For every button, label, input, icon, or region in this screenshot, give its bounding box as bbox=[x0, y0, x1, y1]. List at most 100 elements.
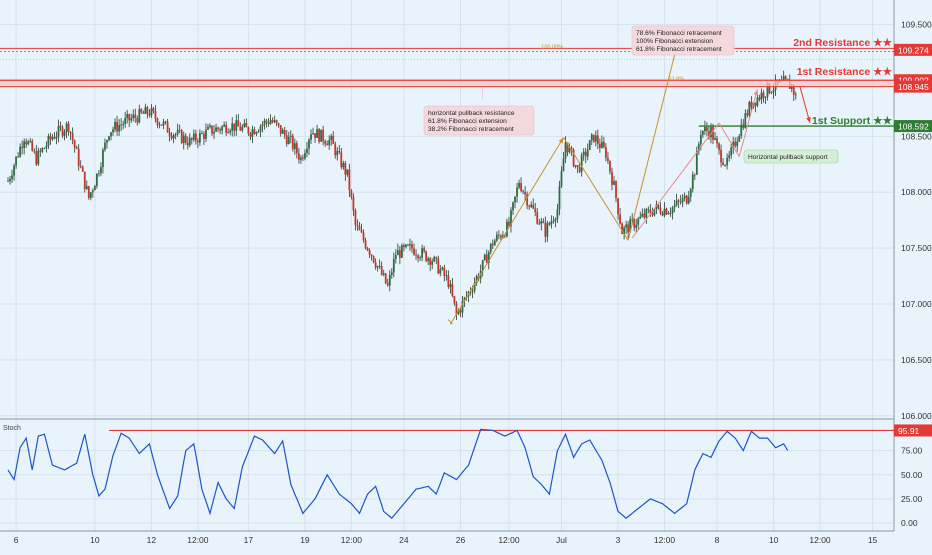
candle-body bbox=[93, 185, 96, 191]
time-tick-label: 12:00 bbox=[654, 535, 676, 545]
candle-body bbox=[425, 251, 428, 261]
candle-body bbox=[582, 151, 585, 156]
candle-body bbox=[358, 225, 361, 231]
candle-body bbox=[659, 207, 662, 214]
candle-body bbox=[285, 135, 288, 144]
candle-body bbox=[59, 125, 62, 128]
time-tick-label: 8 bbox=[715, 535, 720, 545]
candle-body bbox=[671, 207, 674, 214]
fib-seg-2 bbox=[563, 137, 629, 241]
candle-body bbox=[386, 283, 389, 286]
candle-body bbox=[623, 227, 625, 235]
candle-body bbox=[607, 157, 609, 161]
candle-body bbox=[138, 109, 141, 123]
candle-body bbox=[293, 143, 296, 149]
candle-body bbox=[300, 157, 302, 160]
stochastic-pane: Stoch 75.00 50.00 25.00 0.00 95.91 bbox=[3, 424, 932, 528]
candle-body bbox=[695, 151, 698, 175]
candle-body bbox=[63, 131, 66, 136]
candle-body bbox=[770, 92, 773, 94]
candle-body bbox=[304, 153, 306, 159]
candle-body bbox=[736, 141, 739, 147]
candle-body bbox=[368, 250, 371, 255]
annotation-pullback-support: Horizontal pullback support bbox=[743, 149, 839, 164]
candle-body bbox=[528, 205, 531, 207]
candle-body bbox=[342, 163, 345, 168]
candle-body bbox=[447, 275, 450, 288]
candle-body bbox=[508, 221, 510, 227]
candle-body bbox=[106, 140, 108, 143]
fib-seg bbox=[447, 319, 453, 325]
candle-body bbox=[209, 125, 211, 128]
fib-label: 61.8% bbox=[669, 76, 685, 82]
candle-body bbox=[712, 126, 714, 140]
candle-body bbox=[19, 146, 22, 157]
candle-body bbox=[520, 183, 522, 191]
candle-body bbox=[675, 200, 678, 206]
candle-body bbox=[380, 265, 383, 275]
time-tick-label: 12:00 bbox=[341, 535, 363, 545]
candle-body bbox=[196, 140, 199, 143]
candle-body bbox=[29, 141, 32, 142]
candle-body bbox=[237, 120, 240, 127]
candle-body bbox=[661, 213, 664, 216]
candle-body bbox=[114, 121, 116, 130]
candle-body bbox=[128, 114, 131, 121]
candle-body bbox=[649, 209, 652, 214]
candle-body bbox=[590, 134, 593, 141]
candle-body bbox=[271, 120, 274, 122]
candle-body bbox=[277, 123, 280, 126]
candle-body bbox=[647, 209, 650, 210]
candle-body bbox=[77, 148, 80, 167]
candle-body bbox=[592, 134, 595, 142]
candle-body bbox=[160, 124, 163, 126]
candle-body bbox=[51, 137, 54, 140]
time-tick-label: 12:00 bbox=[809, 535, 831, 545]
candle-body bbox=[219, 129, 221, 131]
candle-body bbox=[403, 245, 405, 248]
candle-body bbox=[576, 165, 579, 168]
candle-body bbox=[748, 101, 751, 116]
candle-body bbox=[227, 132, 230, 134]
candle-body bbox=[564, 142, 567, 159]
candle-body bbox=[542, 221, 545, 223]
candle-body bbox=[199, 133, 201, 143]
candle-body bbox=[754, 102, 757, 106]
candle-body bbox=[122, 124, 125, 125]
candle-body bbox=[203, 133, 205, 139]
time-tick-label: 6 bbox=[14, 535, 19, 545]
annotation-fib-resistance-bg bbox=[423, 105, 535, 136]
candle-body bbox=[215, 127, 217, 132]
candle-body bbox=[491, 243, 494, 246]
candle-body bbox=[176, 130, 179, 135]
candle-body bbox=[261, 124, 264, 127]
pullback-arrow-head bbox=[753, 89, 759, 96]
candle-body bbox=[302, 157, 304, 159]
price-tick-label: 109.500 bbox=[901, 20, 932, 30]
candle-body bbox=[435, 257, 438, 259]
candle-body bbox=[15, 156, 17, 166]
candle-body bbox=[629, 219, 632, 233]
candle-body bbox=[637, 218, 640, 225]
candle-body bbox=[429, 258, 432, 265]
candle-body bbox=[142, 112, 145, 114]
candle-body bbox=[689, 189, 692, 197]
candle-body bbox=[445, 275, 448, 277]
candle-body bbox=[233, 123, 236, 131]
candle-body bbox=[21, 146, 24, 148]
candle-body bbox=[441, 267, 444, 270]
candle-body bbox=[532, 204, 535, 209]
candle-body bbox=[382, 273, 385, 275]
candle-body bbox=[706, 127, 708, 132]
candle-body bbox=[580, 155, 583, 172]
candles-layer bbox=[7, 70, 797, 320]
candle-body bbox=[136, 117, 139, 123]
pullback-line-1 bbox=[631, 122, 720, 239]
candle-body bbox=[449, 284, 452, 288]
stoch-title: Stoch bbox=[3, 425, 21, 432]
candle-body bbox=[485, 254, 488, 264]
candle-body bbox=[530, 204, 533, 207]
annotation-fib-extension-text: 78.6% Fibonacci retracement bbox=[636, 30, 722, 37]
